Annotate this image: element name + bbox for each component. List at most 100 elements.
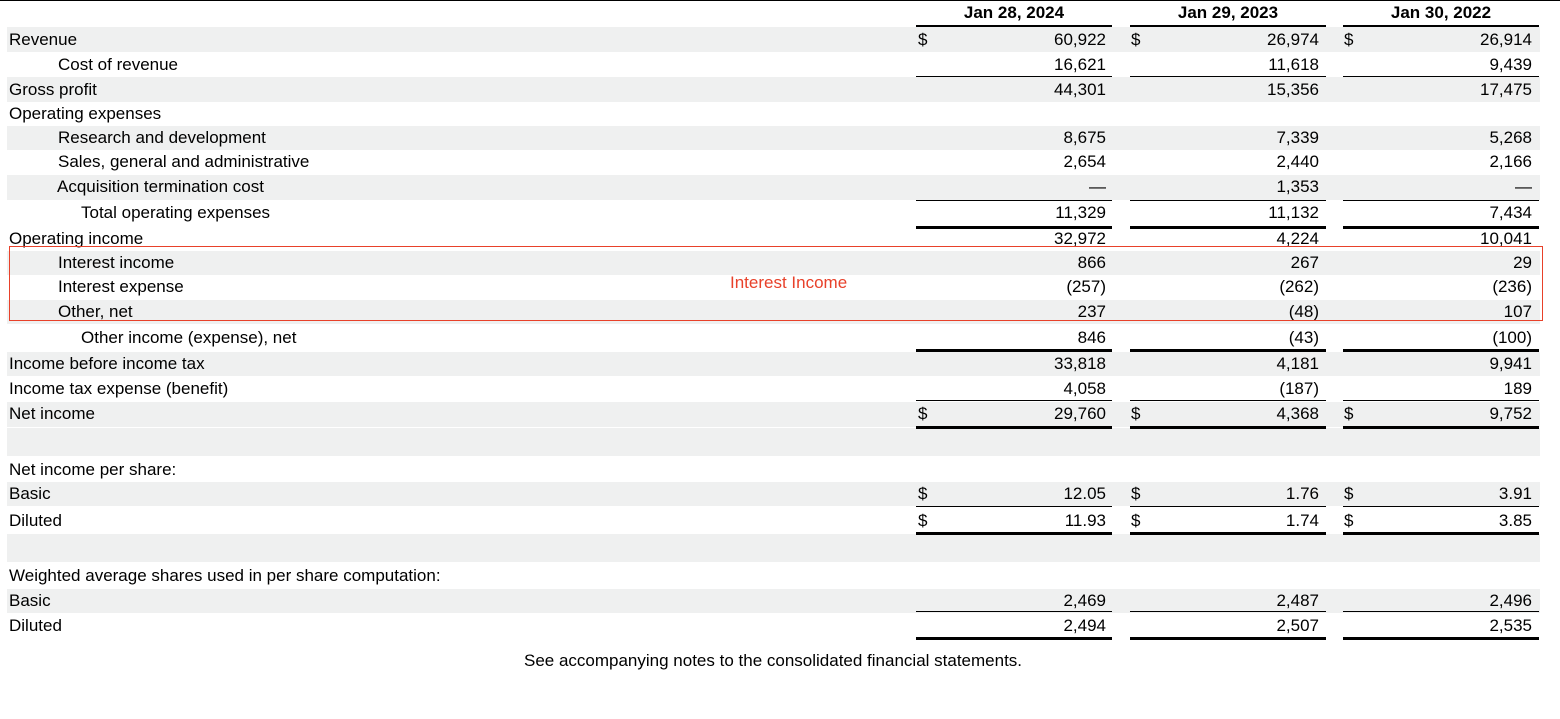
cell-value: 237: [1077, 302, 1106, 321]
single-underline: [1343, 611, 1539, 612]
currency-symbol: $: [1131, 511, 1141, 530]
row-band: [7, 126, 1540, 150]
cell-value: 33,818: [1054, 354, 1106, 373]
row-operating-expenses: Operating expenses: [0, 102, 1560, 126]
row-interest-income: Interest income 866 267 29: [0, 251, 1560, 275]
currency-symbol: $: [1131, 484, 1141, 503]
cell-value: 9,752: [1489, 404, 1532, 423]
double-underline: [1130, 349, 1326, 352]
row-weighted-average-shares-used-in-per-share-computation: Weighted average shares used in per shar…: [0, 564, 1560, 588]
double-underline: [1343, 349, 1539, 352]
double-underline: [916, 532, 1112, 535]
column-header-rule: [1130, 25, 1326, 28]
single-underline: [1343, 400, 1539, 401]
cell-value: 2,469: [1063, 591, 1106, 610]
double-underline: [916, 349, 1112, 352]
cell-value: 29,760: [1054, 404, 1106, 423]
currency-symbol: $: [918, 30, 928, 49]
row-other-income-expense-net: Other income (expense), net 846 (43) (100): [0, 326, 1560, 350]
row-label: Gross profit: [9, 80, 97, 99]
single-underline: [1343, 76, 1539, 77]
row-band: [7, 589, 1540, 613]
cell-value: 189: [1503, 379, 1532, 398]
single-underline: [1130, 506, 1326, 507]
cell-value: (187): [1279, 379, 1319, 398]
column-header-rule: [916, 25, 1112, 28]
currency-symbol: $: [1344, 30, 1354, 49]
cell-value: 9,941: [1489, 354, 1532, 373]
row-label: Income before income tax: [9, 354, 205, 373]
single-underline: [916, 611, 1112, 612]
double-underline: [1343, 532, 1539, 535]
row-band: [7, 482, 1540, 506]
top-rule: [0, 0, 1560, 1]
interest-income-annotation: Interest Income: [730, 273, 848, 292]
cell-value: —: [1515, 177, 1532, 196]
column-header-1: Jan 28, 2024: [963, 3, 1065, 22]
currency-symbol: $: [918, 511, 928, 530]
cell-value: 29: [1513, 253, 1532, 272]
cell-value: 1,353: [1276, 177, 1319, 196]
cell-value: (48): [1288, 302, 1319, 321]
column-header-2: Jan 29, 2023: [1177, 3, 1279, 22]
footnote: See accompanying notes to the consolidat…: [523, 651, 1023, 670]
double-underline: [916, 226, 1112, 229]
cell-value: 11.93: [1064, 511, 1106, 530]
row-band: [7, 251, 1540, 275]
row-label: Operating income: [9, 229, 144, 248]
row-acquisition-termination-cost: Acquisition termination cost — 1,353 —: [0, 175, 1560, 199]
row-label: Cost of revenue: [58, 55, 179, 74]
cell-value: 4,224: [1276, 229, 1319, 248]
row-label: Other income (expense), net: [81, 328, 297, 347]
cell-value: 7,339: [1276, 128, 1319, 147]
row-band: [7, 27, 1540, 52]
row-label: Operating expenses: [9, 104, 162, 123]
cell-value: 15,356: [1267, 80, 1319, 99]
double-underline: [1130, 426, 1326, 429]
cell-value: 3.85: [1498, 511, 1532, 530]
cell-value: 17,475: [1480, 80, 1532, 99]
cell-value: 4,368: [1276, 404, 1319, 423]
row-label: Sales, general and administrative: [58, 152, 310, 171]
row-diluted: Diluted 2,494 2,507 2,535: [0, 614, 1560, 638]
cell-value: 2,654: [1063, 152, 1106, 171]
cell-value: (236): [1492, 277, 1532, 296]
cell-value: (100): [1492, 328, 1532, 347]
row-sales-general-and-administrative: Sales, general and administrative 2,654 2,…: [0, 150, 1560, 174]
row-income-before-income-tax: Income before income tax 33,818 4,181 9,941: [0, 352, 1560, 376]
row-net-income: Net income $29,760 $4,368 $9,752: [0, 402, 1560, 426]
currency-symbol: $: [918, 404, 928, 423]
row-label: Net income: [9, 404, 95, 423]
row-other-net: Other, net 237 (48) 107: [0, 300, 1560, 324]
currency-symbol: $: [918, 484, 928, 503]
cell-value: 2,487: [1276, 591, 1319, 610]
cell-value: 26,974: [1267, 30, 1319, 49]
row-label: Acquisition termination cost: [57, 177, 264, 196]
double-underline: [1130, 637, 1326, 640]
cell-value: 44,301: [1054, 80, 1106, 99]
row-operating-income: Operating income 32,972 4,224 10,041: [0, 227, 1560, 251]
row-revenue: Revenue $60,922 $26,974 $26,914: [0, 28, 1560, 52]
cell-value: (43): [1288, 328, 1319, 347]
single-underline: [916, 200, 1112, 201]
row-label: Revenue: [9, 30, 78, 49]
cell-value: 60,922: [1054, 30, 1106, 49]
cell-value: 32,972: [1054, 229, 1106, 248]
single-underline: [1130, 611, 1326, 612]
cell-value: 2,166: [1489, 152, 1532, 171]
cell-value: 107: [1503, 302, 1532, 321]
single-underline: [1343, 506, 1539, 507]
cell-value: 5,268: [1489, 128, 1532, 147]
row-band: [7, 428, 1540, 456]
row-gross-profit: Gross profit 44,301 15,356 17,475: [0, 78, 1560, 102]
single-underline: [1130, 200, 1326, 201]
row-basic: Basic $12.05 $1.76 $3.91: [0, 482, 1560, 506]
cell-value: 267: [1290, 253, 1319, 272]
cell-value: 4,181: [1276, 354, 1319, 373]
cell-value: 2,440: [1276, 152, 1319, 171]
single-underline: [916, 400, 1112, 401]
row-band: [7, 534, 1540, 562]
column-header-rule: [1343, 25, 1539, 28]
row-research-and-development: Research and development 8,675 7,339 5,268: [0, 126, 1560, 150]
